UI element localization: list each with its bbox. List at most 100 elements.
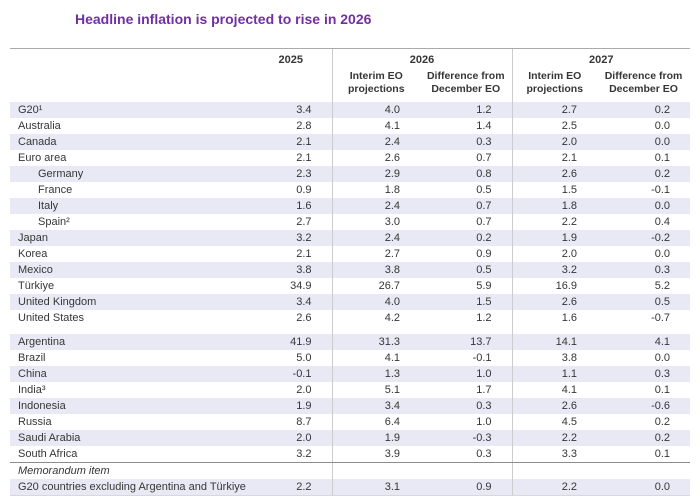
cell-value: 5.2	[654, 280, 671, 293]
table-row: Türkiye 34.9 26.7 5.9 16.9 5.2	[10, 278, 690, 295]
cell-value: 2.3	[250, 166, 332, 183]
subheader-2027-difference: Difference from December EO	[604, 70, 683, 96]
table-row: Australia 2.8 4.1 1.4 2.5 0.0	[10, 118, 690, 135]
cell-value: 2.1	[296, 152, 312, 165]
cell-value: 2.0	[511, 134, 598, 151]
cell-value: 1.0	[476, 416, 492, 429]
table-body: G20¹ 3.4 4.0 1.2 2.7 0.2 Australia 2.8 4.1 1.4 2.5…	[10, 102, 691, 496]
cell-value: 4.5	[511, 414, 598, 431]
cell-value: 0.9	[420, 479, 513, 496]
cell-value: -0.3	[420, 430, 513, 447]
row-label: Italy	[10, 198, 250, 215]
cell-value: 41.9	[250, 334, 332, 351]
cell-value: 0.3	[420, 446, 513, 464]
cell-value	[250, 463, 332, 480]
subheader-2026-interim: Interim EO projections	[331, 69, 420, 103]
cell-value: 2.1	[296, 248, 312, 261]
section-spacer	[10, 326, 691, 335]
subheader-2025-empty	[250, 69, 332, 102]
cell-value: 3.8	[331, 262, 420, 279]
cell-value: 26.7	[331, 278, 420, 295]
cell-value: 16.9	[511, 278, 598, 295]
table-row: Saudi Arabia 2.0 1.9 -0.3 2.2 0.2	[10, 430, 691, 447]
cell-value: 4.0	[331, 294, 420, 311]
cell-value: 4.1	[597, 334, 691, 351]
cell-value: 6.4	[331, 414, 420, 431]
cell-value: 2.2	[511, 479, 598, 496]
cell-value: 3.0	[331, 214, 420, 231]
table-row: G20 countries excluding Argentina and Tü…	[10, 479, 691, 496]
cell-value: 2.6	[331, 150, 420, 167]
cell-value: 2.1	[511, 150, 598, 167]
table-row: United Kingdom 3.4 4.0 1.5 2.6 0.5	[10, 294, 691, 311]
cell-value: 0.7	[476, 152, 492, 165]
cell-value	[511, 462, 598, 480]
table-row: Japan 3.2 2.4 0.2 1.9 -0.2	[10, 230, 691, 247]
cell-value: 0.0	[654, 352, 671, 365]
header-year-2025: 2025	[250, 48, 332, 69]
cell-value: 0.5	[597, 294, 691, 311]
table-row: Argentina 41.9 31.3 13.7 14.1 4.1	[10, 334, 691, 351]
cell-value: 3.4	[250, 102, 332, 119]
row-label: Mexico	[10, 262, 250, 279]
cell-value: 34.9	[290, 280, 312, 293]
table-row: France 0.9 1.8 0.5 1.5 -0.1	[10, 182, 690, 199]
cell-value: 2.8	[296, 120, 312, 133]
cell-value: -0.2	[597, 230, 691, 247]
cell-value: 0.9	[296, 184, 312, 197]
cell-value: 3.4	[331, 398, 420, 415]
row-label: Germany	[10, 166, 250, 183]
cell-value: 3.8	[250, 262, 332, 279]
cell-value: 1.7	[476, 384, 492, 397]
row-label: G20 countries excluding Argentina and Tü…	[10, 479, 250, 496]
table-row: Russia 8.7 6.4 1.0 4.5 0.2	[10, 414, 690, 431]
cell-value: 2.7	[511, 102, 598, 119]
cell-value: 0.9	[476, 248, 492, 261]
cell-value: 3.2	[250, 230, 332, 247]
table-row: China -0.1 1.3 1.0 1.1 0.3	[10, 366, 691, 383]
cell-value: 2.4	[331, 230, 420, 247]
cell-value: 8.7	[296, 416, 312, 429]
cell-value: 1.0	[420, 366, 513, 383]
cell-value: 0.0	[597, 198, 691, 215]
cell-value: 1.6	[250, 198, 332, 215]
table-row: Spain² 2.7 3.0 0.7 2.2 0.4	[10, 214, 690, 231]
cell-value: 0.4	[654, 216, 671, 229]
row-label: Australia	[18, 120, 61, 133]
cell-value: 2.0	[250, 430, 332, 447]
cell-value: 1.9	[511, 230, 598, 247]
cell-value: 0.0	[654, 120, 671, 133]
cell-value: 0.2	[597, 430, 691, 447]
cell-value: 2.0	[296, 384, 312, 397]
row-label: G20¹	[10, 102, 250, 119]
cell-value: 2.0	[511, 246, 598, 263]
cell-value: 3.2	[511, 262, 598, 279]
table-row: Canada 2.1 2.4 0.3 2.0 0.0	[10, 134, 691, 151]
table-row: G20¹ 3.4 4.0 1.2 2.7 0.2	[10, 102, 691, 119]
row-label: France	[38, 184, 73, 197]
cell-value: 0.5	[476, 184, 492, 197]
cell-value: 0.0	[597, 134, 691, 151]
header-empty-cell	[10, 48, 250, 69]
row-label: India³	[18, 384, 46, 397]
row-label: China	[10, 366, 250, 383]
cell-value: 13.7	[420, 334, 513, 351]
table-row: United States 2.6 4.2 1.2 1.6 -0.7	[10, 310, 690, 327]
table-row: India³ 2.0 5.1 1.7 4.1 0.1	[10, 382, 690, 399]
cell-value: 2.5	[511, 118, 598, 135]
row-label: Euro area	[18, 152, 67, 165]
cell-value: 2.6	[296, 312, 312, 325]
cell-value: -0.1	[472, 352, 492, 365]
row-label: Türkiye	[18, 280, 55, 293]
cell-value: 4.1	[511, 382, 598, 399]
cell-value: 1.9	[331, 430, 420, 447]
cell-value: 0.3	[597, 366, 691, 383]
cell-value: 4.2	[331, 310, 420, 327]
cell-value	[331, 462, 420, 480]
cell-value: 2.4	[331, 198, 420, 215]
subheader-empty-cell	[10, 69, 250, 102]
cell-value: 0.2	[597, 102, 691, 119]
row-label: Spain²	[38, 216, 70, 229]
cell-value: -0.1	[250, 366, 332, 383]
row-label: Memorandum item	[18, 465, 110, 478]
